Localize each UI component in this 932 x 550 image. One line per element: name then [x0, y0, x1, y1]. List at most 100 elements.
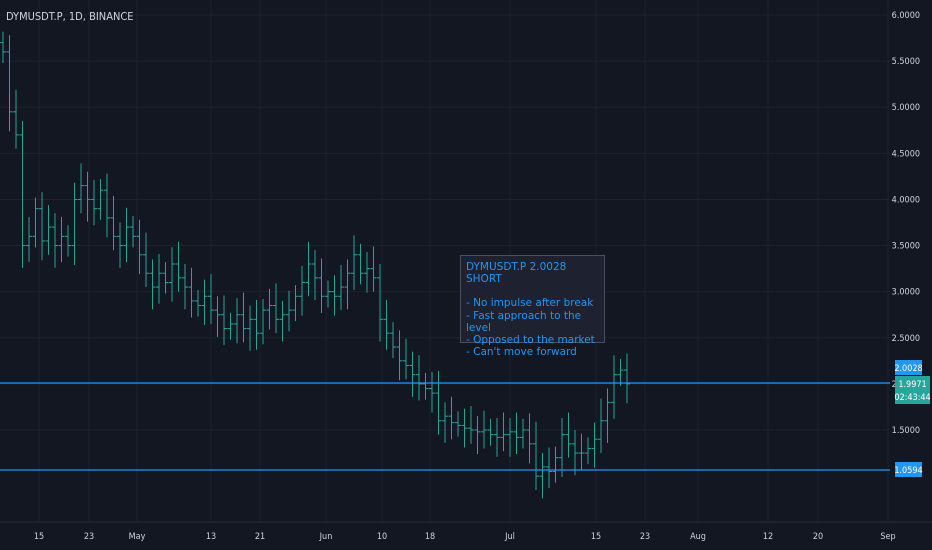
countdown-label: 02:43:44 [894, 393, 930, 403]
ohlc-bar [559, 418, 565, 478]
x-tick-label: 13 [206, 532, 216, 542]
trade-annotation[interactable]: DYMUSDT.P 2.0028 SHORT - No impulse afte… [460, 255, 605, 358]
annotation-line: - Can't move forward [466, 346, 577, 359]
ohlc-bar [279, 300, 286, 342]
ohlc-bar [370, 246, 377, 292]
ohlc-bar [39, 192, 45, 261]
x-tick-label: Jul [504, 532, 515, 542]
ohlc-bar [585, 437, 591, 465]
ohlc-bar [500, 412, 507, 452]
ohlc-bar [266, 288, 273, 330]
ohlc-bar [390, 322, 396, 359]
ohlc-bar [104, 173, 110, 238]
x-tick-label: 15 [591, 532, 601, 542]
ohlc-bar [325, 280, 331, 308]
ohlc-bar [123, 207, 130, 263]
ohlc-bar [448, 396, 455, 440]
price-bars [0, 31, 630, 499]
ohlc-bar [253, 299, 260, 350]
ohlc-bar [344, 259, 351, 310]
x-tick-label: 15 [34, 532, 44, 542]
ohlc-bar [130, 216, 136, 248]
ohlc-bar [84, 171, 91, 222]
y-tick-label: 4.5000 [892, 149, 920, 159]
level-low-tag [895, 462, 922, 477]
ohlc-bar [474, 416, 481, 454]
y-tick-label: 2.5000 [892, 334, 920, 344]
annotation-title: DYMUSDT.P 2.0028 SHORT [466, 261, 567, 286]
ohlc-bar [624, 353, 630, 404]
ohlc-bar [377, 264, 383, 342]
ohlc-bar [234, 298, 240, 344]
ohlc-bar [292, 285, 299, 322]
ohlc-bar [110, 195, 117, 251]
level-low-label: 1.0594 [894, 466, 922, 476]
x-tick-label: Jun [319, 532, 333, 542]
ohlc-bar [169, 247, 175, 302]
ohlc-bar [182, 264, 188, 310]
ohlc-bar [45, 204, 52, 255]
ohlc-bar [32, 197, 39, 248]
ohlc-bar [58, 216, 65, 263]
ohlc-bar [357, 243, 364, 285]
ohlc-bar [429, 371, 435, 413]
ohlc-bar [0, 31, 6, 63]
ohlc-bar [52, 213, 58, 268]
ohlc-bar [617, 358, 624, 386]
y-tick-label: 5.0000 [892, 103, 920, 113]
ohlc-bar [604, 388, 611, 443]
ohlc-bar [221, 295, 227, 346]
ohlc-bar [6, 35, 13, 132]
ohlc-bar [260, 299, 266, 345]
ohlc-bar [143, 232, 149, 288]
x-tick-label: Aug [690, 532, 706, 542]
x-tick-label: 21 [255, 532, 265, 542]
ohlc-bar [351, 235, 357, 290]
ohlc-bar [175, 241, 182, 292]
x-tick-label: 10 [377, 532, 387, 542]
ohlc-bar [487, 418, 494, 446]
annotation-line: - No impulse after break [466, 297, 594, 310]
ohlc-bar [13, 89, 19, 149]
ohlc-bar [468, 406, 474, 444]
ohlc-bar [396, 330, 403, 381]
ohlc-bar [91, 180, 97, 226]
y-tick-label: 3.5000 [892, 242, 920, 252]
ohlc-bar [383, 299, 390, 350]
ohlc-bar [208, 274, 214, 324]
ohlc-bar [227, 312, 234, 340]
y-tick-label: 6.0000 [892, 11, 920, 21]
ohlc-bar [19, 121, 26, 268]
level-high-tag [895, 360, 922, 375]
ohlc-bar [539, 453, 546, 499]
ohlc-bar [364, 252, 370, 293]
ohlc-bar [572, 430, 578, 476]
ohlc-bar [312, 250, 318, 300]
ohlc-bar [201, 279, 208, 325]
ohlc-bar [416, 355, 422, 401]
ohlc-bar [481, 410, 487, 449]
ohlc-bar [552, 446, 559, 483]
y-tick-label: 4.0000 [892, 195, 920, 205]
ohlc-bar [403, 338, 409, 380]
ohlc-bar [299, 265, 305, 316]
x-tick-label: 23 [84, 532, 94, 542]
x-tick-label: 20 [813, 532, 823, 542]
ohlc-bar [578, 433, 585, 470]
ohlc-bar [507, 418, 513, 457]
x-tick-label: 12 [763, 532, 773, 542]
time-axis[interactable]: 15 23 May 13 21 Jun 10 18 Jul 15 23 Aug 12 20 Sep [34, 532, 896, 542]
ohlc-bar [71, 182, 78, 265]
ohlc-bar [513, 412, 520, 454]
ohlc-bar [117, 222, 123, 268]
ohlc-bar [533, 421, 539, 490]
ohlc-bar [611, 355, 617, 419]
x-tick-label: Sep [880, 532, 895, 542]
symbol-title: DYMUSDT.P, 1D, BINANCE [6, 10, 134, 23]
ohlc-bar [305, 241, 312, 297]
ohlc-bar [494, 418, 500, 457]
ohlc-bar [65, 225, 71, 257]
ohlc-bar [97, 179, 104, 220]
y-tick-label: 3.0000 [892, 288, 920, 298]
